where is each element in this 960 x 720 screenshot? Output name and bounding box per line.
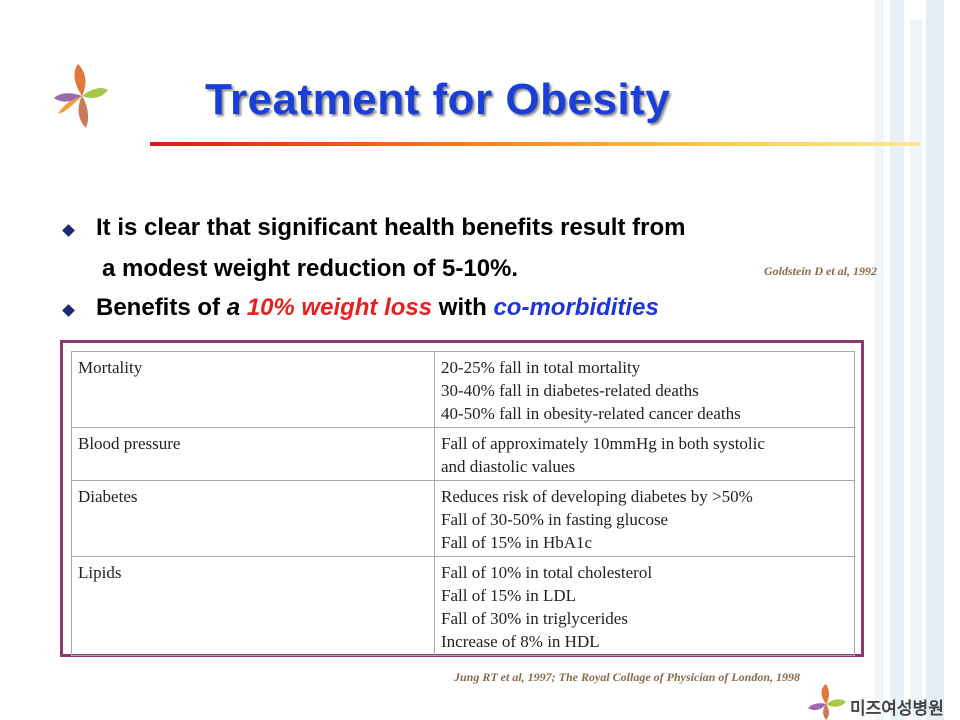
- bullet-1-line-2: a modest weight reduction of 5-10%.: [102, 255, 519, 282]
- decorative-stripes: [874, 0, 944, 720]
- effect-line: Fall of 10% in total cholesterol: [441, 563, 653, 582]
- citation-goldstein: Goldstein D et al, 1992: [764, 264, 877, 278]
- effect-line: Fall of 30-50% in fasting glucose: [441, 510, 669, 529]
- table-row: Diabetes Reduces risk of developing diab…: [71, 480, 855, 557]
- bullet-2-connector: with: [432, 294, 494, 321]
- effect-line: Fall of approximately 10mmHg in both sys…: [441, 434, 765, 453]
- row-effects: Reduces risk of developing diabetes by >…: [434, 480, 855, 557]
- row-effects: Fall of 10% in total cholesterol Fall of…: [434, 556, 855, 656]
- bullet-2-highlight-comorbidities: co-morbidities: [493, 294, 659, 321]
- flower-logo-icon: [54, 64, 108, 128]
- benefits-table: Mortality 20-25% fall in total mortality…: [71, 351, 855, 656]
- effect-line: 20-25% fall in total mortality: [441, 358, 641, 377]
- row-effects: Fall of approximately 10mmHg in both sys…: [434, 427, 855, 481]
- effect-line: 30-40% fall in diabetes-related deaths: [441, 381, 699, 400]
- row-category: Lipids: [71, 556, 435, 656]
- bullet-2-article: a: [226, 294, 241, 321]
- hospital-name: 미즈여성병원: [850, 699, 944, 719]
- citation-jung: Jung RT et al, 1997; The Royal Collage o…: [454, 670, 801, 684]
- table-row: Mortality 20-25% fall in total mortality…: [71, 351, 855, 428]
- row-effects: 20-25% fall in total mortality 30-40% fa…: [434, 351, 855, 428]
- row-category: Diabetes: [71, 480, 435, 557]
- effect-line: Reduces risk of developing diabetes by >…: [441, 487, 753, 506]
- effect-line: 40-50% fall in obesity-related cancer de…: [441, 404, 741, 423]
- row-category: Mortality: [71, 351, 435, 428]
- effect-line: Increase of 8% in HDL: [441, 632, 600, 651]
- bullet-2-space: [240, 294, 247, 321]
- row-category: Blood pressure: [71, 427, 435, 481]
- table-row: Lipids Fall of 10% in total cholesterol …: [71, 556, 855, 656]
- bullet-2-prefix: Benefits of: [96, 294, 227, 321]
- benefits-table-frame: Mortality 20-25% fall in total mortality…: [60, 340, 864, 657]
- bullet-diamond-icon: [62, 304, 75, 317]
- slide-title: Treatment for Obesity: [205, 75, 671, 124]
- bullet-2: Benefits of a 10% weight loss with co-mo…: [96, 294, 659, 322]
- title-underline: [150, 142, 920, 146]
- effect-line: Fall of 15% in LDL: [441, 586, 577, 605]
- hospital-logo-icon: 미즈여성병원: [808, 684, 944, 720]
- table-row: Blood pressure Fall of approximately 10m…: [71, 427, 855, 481]
- effect-line: Fall of 15% in HbA1c: [441, 533, 593, 552]
- bullet-diamond-icon: [62, 224, 75, 237]
- bullet-1-line-1: It is clear that significant health bene…: [96, 214, 686, 241]
- effect-line: Fall of 30% in triglycerides: [441, 609, 628, 628]
- bullet-2-highlight-weight-loss: 10% weight loss: [246, 294, 433, 321]
- effect-line: and diastolic values: [441, 457, 576, 476]
